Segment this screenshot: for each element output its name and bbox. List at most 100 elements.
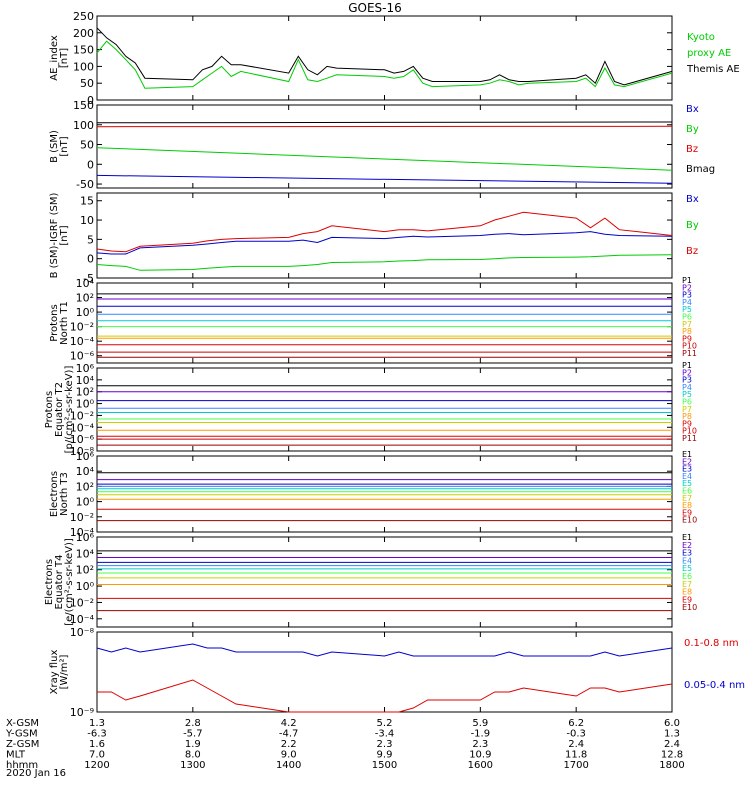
legend-entry: E4 (682, 556, 692, 565)
y-tick-label: 200 (73, 27, 94, 40)
series-line (96, 254, 673, 271)
x-tick-label: 9.0 (281, 750, 297, 761)
legend-entry: E2 (682, 541, 692, 550)
legend-entry: P2 (682, 283, 692, 292)
x-tick-label: 1.3 (89, 718, 105, 729)
y-tick-label: 100 (73, 119, 94, 132)
panel-frame (96, 367, 673, 452)
x-tick-label: 1.9 (185, 739, 201, 750)
legend-entry: By (686, 220, 699, 231)
legend-entry: E9 (682, 508, 692, 517)
axis-row-label: hhmm (6, 760, 38, 771)
x-tick-label: 1300 (180, 760, 205, 771)
panel-frame (96, 192, 673, 279)
legend-entry: P4 (682, 383, 692, 392)
legend-entry: Bmag (686, 164, 715, 175)
y-axis-label: Protons (49, 304, 60, 341)
legend-entry: P5 (682, 390, 692, 399)
y-tick-label: 10⁴ (76, 374, 95, 387)
x-tick-label: 9.9 (377, 750, 393, 761)
legend-entry: proxy AE (687, 48, 731, 59)
y-tick-label: 10⁰ (76, 496, 95, 509)
x-tick-label: 2.4 (568, 739, 584, 750)
x-tick-label: 1700 (563, 760, 588, 771)
x-tick-label: 2.3 (472, 739, 488, 750)
y-tick-label: 50 (80, 77, 94, 90)
legend-entry: P4 (682, 298, 692, 307)
y-tick-label: 10² (76, 292, 94, 305)
legend-entry: P2 (682, 368, 692, 377)
legend-entry: 0.1-0.8 nm (684, 638, 739, 649)
legend-entry: E8 (682, 501, 692, 510)
y-tick-label: 10⁻⁹ (70, 706, 94, 719)
y-tick-label: 10⁶ (76, 450, 95, 463)
y-tick-label: 10⁴ (76, 547, 95, 560)
series-line (97, 679, 673, 713)
legend-entry: E6 (682, 487, 692, 496)
x-tick-label: 1500 (372, 760, 397, 771)
legend-entry: E7 (682, 494, 692, 503)
legend-entry: E10 (682, 603, 697, 612)
x-tick-label: 11.8 (565, 750, 587, 761)
y-axis-label: B (SM)-IGRF (SM) (49, 193, 60, 279)
legend-entry: 0.05-0.4 nm (684, 680, 745, 691)
y-axis-label: Electrons (44, 559, 55, 605)
x-tick-label: 1.6 (89, 739, 105, 750)
x-tick-label: 7.0 (89, 750, 105, 761)
x-tick-label: -1.9 (471, 729, 491, 740)
legend-entry: P1 (682, 276, 692, 285)
legend-entry: P7 (682, 320, 692, 329)
y-tick-label: 10⁴ (76, 277, 95, 290)
y-tick-label: 0 (87, 253, 94, 266)
legend-entry: E10 (682, 516, 697, 525)
series-line (96, 231, 673, 255)
y-tick-label: 0 (87, 94, 94, 107)
legend-entry: Themis AE (686, 64, 740, 75)
y-axis-label: [nT] (59, 136, 70, 156)
y-tick-label: 10⁻⁴ (70, 421, 95, 434)
x-tick-label: 2.3 (377, 739, 393, 750)
x-tick-label: 1400 (276, 760, 301, 771)
y-tick-label: 150 (73, 99, 94, 112)
x-tick-label: -3.4 (375, 729, 395, 740)
legend-entry: E9 (682, 595, 692, 604)
y-axis-label: Equator T4 (54, 555, 65, 610)
legend-entry: E4 (682, 472, 692, 481)
y-tick-label: 10⁻² (70, 511, 94, 524)
x-tick-label: -6.3 (87, 729, 107, 740)
y-axis-label: [nT] (59, 225, 70, 245)
legend-entry: P5 (682, 305, 692, 314)
panel-frame (96, 282, 673, 364)
y-tick-label: 10⁻⁴ (70, 335, 95, 348)
legend-entry: P11 (682, 434, 697, 443)
y-tick-label: 10² (76, 564, 94, 577)
legend-entry: P10 (682, 427, 697, 436)
y-axis-label: [p/(cm²-s-sr-keV)] (64, 366, 75, 454)
x-tick-label: 8.0 (185, 750, 201, 761)
x-tick-label: -0.3 (566, 729, 586, 740)
x-tick-label: 6.2 (568, 718, 584, 729)
y-axis-label: [nT] (59, 48, 70, 68)
y-tick-label: 100 (73, 60, 94, 73)
legend-entry: E1 (682, 533, 692, 542)
axis-row-label: Z-GSM (6, 739, 39, 750)
date-label: 2020 Jan 16 (6, 768, 66, 779)
x-tick-label: 2.4 (664, 739, 680, 750)
y-tick-label: -5 (83, 272, 94, 285)
panel-frame (96, 631, 673, 713)
series-line (96, 211, 673, 253)
legend-entry: P6 (682, 398, 692, 407)
legend-entry: E3 (682, 465, 692, 474)
y-tick-label: 10⁻⁶ (70, 350, 95, 363)
y-tick-label: -50 (76, 178, 94, 191)
y-tick-label: 10 (80, 214, 94, 227)
y-tick-label: 5 (87, 233, 94, 246)
legend-entry: E8 (682, 588, 692, 597)
y-axis-label: [W/m²] (59, 654, 70, 689)
axis-row-label: Y-GSM (5, 729, 38, 740)
y-tick-label: 10⁻² (70, 321, 94, 334)
legend-entry: E5 (682, 564, 692, 573)
y-tick-label: 10² (76, 480, 94, 493)
y-axis-label: [e/(cm²-s-sr-keV)] (64, 538, 75, 626)
axis-row-label: X-GSM (6, 718, 39, 729)
